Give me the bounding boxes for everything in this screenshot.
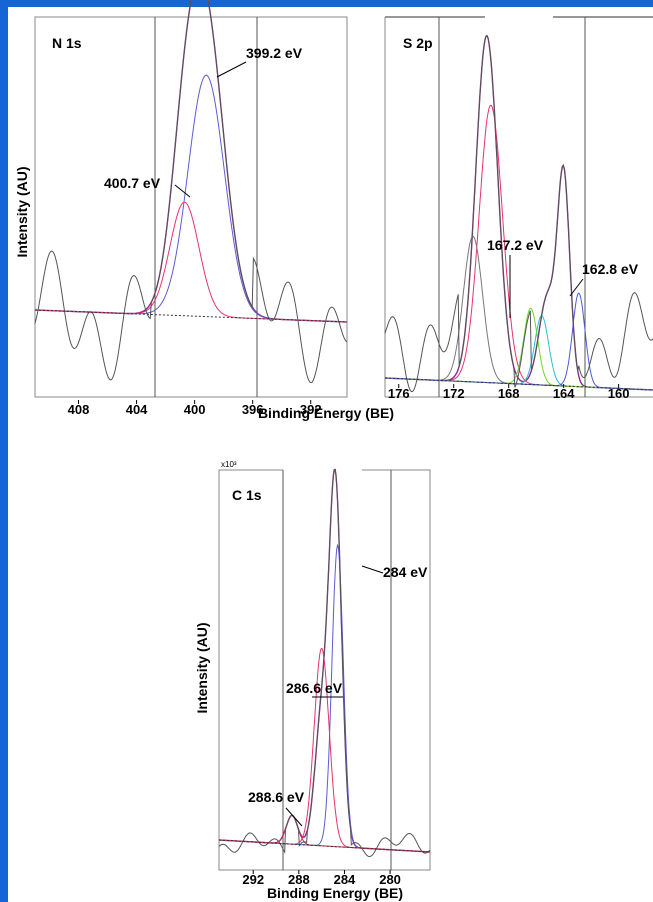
x-axis-label: Binding Energy (BE) <box>258 405 394 421</box>
annotation-leader <box>216 61 247 78</box>
series-baseline-5 <box>218 839 431 853</box>
x-ticks-s2p: 176 172 168 164 160 <box>388 384 630 401</box>
x-tick-label: 288 <box>288 872 310 887</box>
annotation-label: 162.8 eV <box>582 261 639 277</box>
series-raw-3 <box>34 0 348 384</box>
x-tick-label: 392 <box>300 402 322 417</box>
series-raw-6 <box>384 35 653 393</box>
plot-frame <box>218 469 431 871</box>
panel-s2p: S 2p 167.2 eV 162.8 eV 176 172 168 164 160 <box>384 16 653 401</box>
x-ticks-c1s: 292 288 284 280 <box>242 870 401 887</box>
x-axis-label: Binding Energy (BE) <box>267 885 403 901</box>
x-tick-label: 164 <box>553 386 575 401</box>
x-tick-label: 404 <box>126 402 148 417</box>
annotation-label: 286.6 eV <box>286 680 343 696</box>
series-component-1 <box>35 74 347 323</box>
x-tick-label: 172 <box>443 386 465 401</box>
x-tick-label: 292 <box>242 872 264 887</box>
annotation-leader <box>285 807 303 827</box>
x-ticks-n1s: 408 404 400 396 392 <box>68 400 322 417</box>
x-tick-label: 400 <box>184 402 206 417</box>
annotation-label: 399.2 eV <box>246 45 303 61</box>
curves-c1s <box>218 468 431 857</box>
curves-n1s <box>34 0 348 384</box>
x-tick-label: 160 <box>608 386 630 401</box>
x-tick-label: 396 <box>242 402 264 417</box>
annotation-leader <box>569 278 584 297</box>
curves-s2p <box>384 34 653 393</box>
series-baseline-4 <box>34 309 348 323</box>
annotation-label: 167.2 eV <box>487 237 544 253</box>
annotation-label: 288.6 eV <box>248 789 305 805</box>
x-tick-label: 408 <box>68 402 90 417</box>
series-baseline-7 <box>384 377 653 391</box>
x-tick-label: 280 <box>379 872 401 887</box>
multiplier-label: x10³ <box>221 460 237 469</box>
annotation-leader <box>174 184 191 198</box>
y-axis-label: Intensity (AU) <box>194 623 210 714</box>
series-component-4 <box>385 307 653 391</box>
series-component-1 <box>219 543 430 853</box>
series-component-2 <box>35 201 347 323</box>
panel-n1s: N 1s 399.2 eV 400.7 eV 408 404 400 396 392 I… <box>14 0 348 417</box>
panel-title: N 1s <box>52 35 82 51</box>
panel-c1s: x10³ C 1s 284 eV 286.6 eV 288.6 eV 292 28… <box>194 460 431 901</box>
annotation-label: 284 eV <box>383 564 428 580</box>
x-tick-label: 284 <box>334 872 356 887</box>
panel-title: S 2p <box>403 35 433 51</box>
annotation-label: 400.7 eV <box>104 175 161 191</box>
x-tick-label: 176 <box>388 386 410 401</box>
x-tick-label: 168 <box>498 386 520 401</box>
y-axis-label: Intensity (AU) <box>14 167 30 258</box>
series-raw-4 <box>218 468 431 857</box>
plot-frame <box>34 16 348 398</box>
annotation-leader <box>361 565 384 574</box>
panel-title: C 1s <box>232 487 262 503</box>
